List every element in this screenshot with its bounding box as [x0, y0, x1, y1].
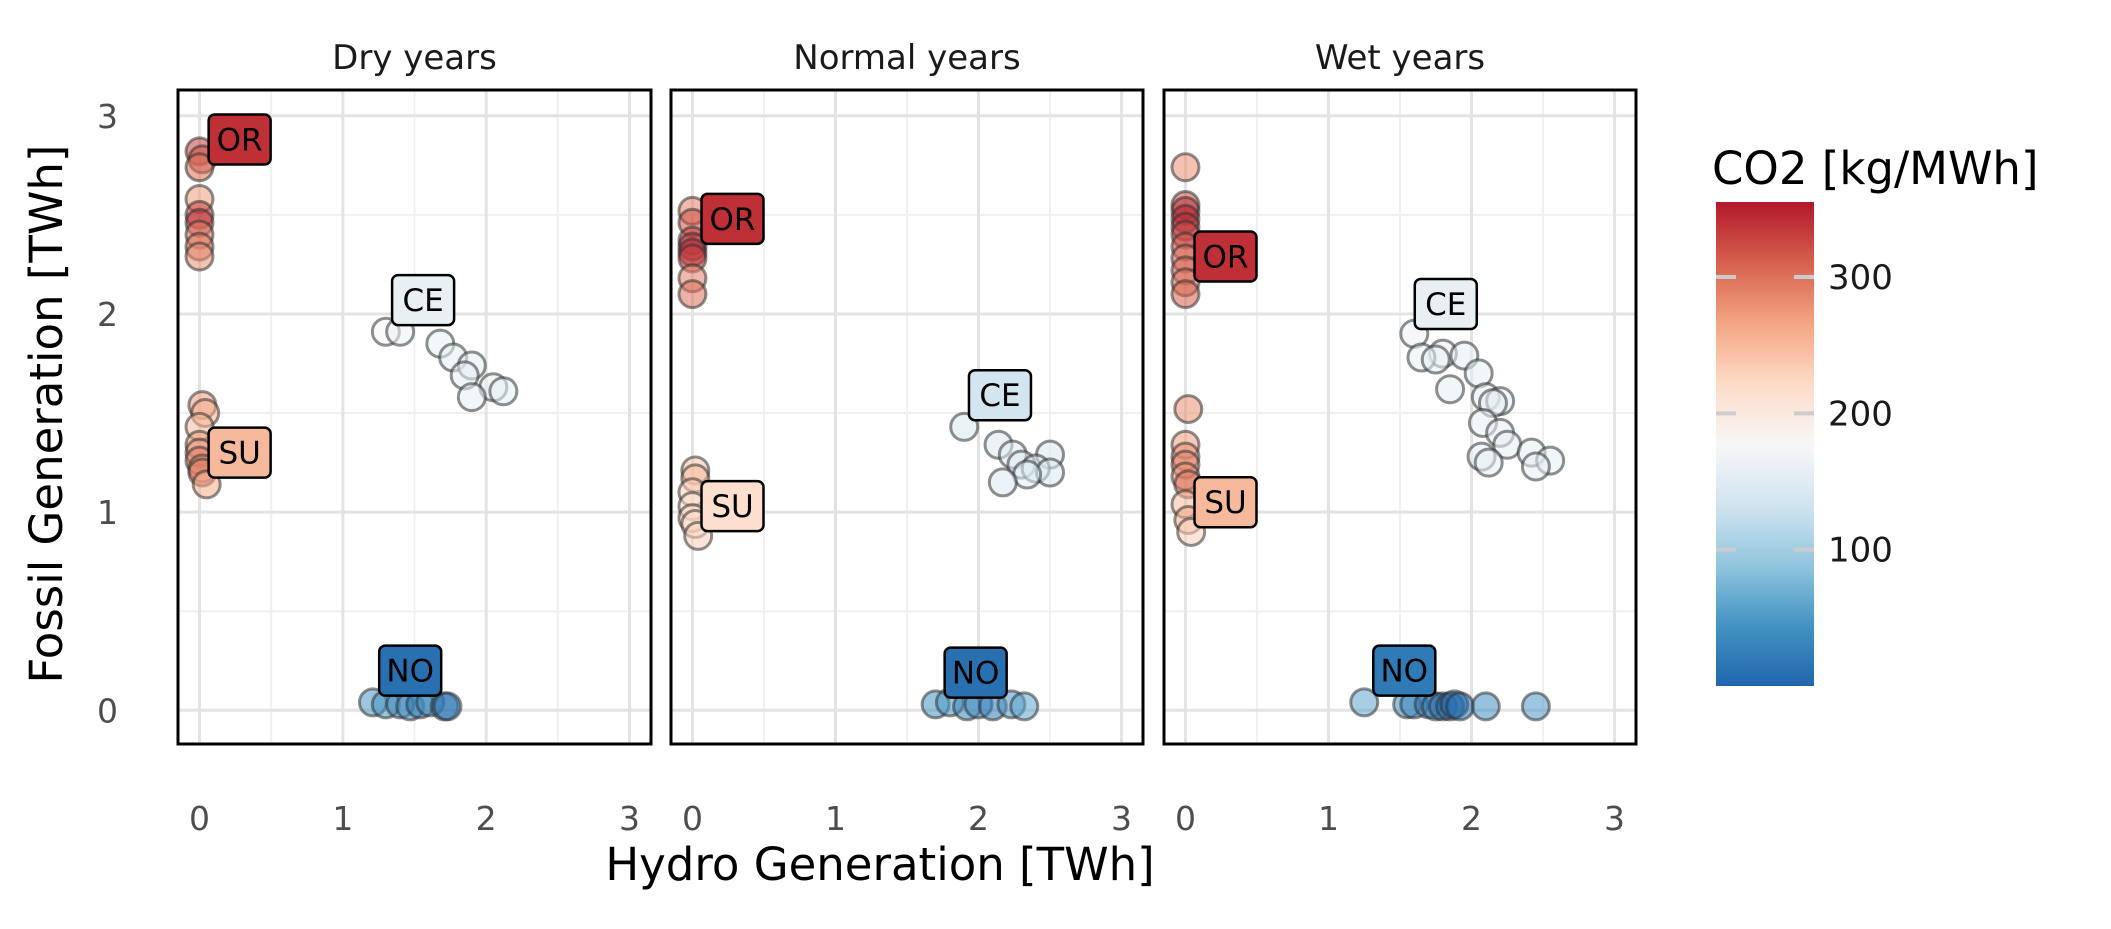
data-point: [488, 376, 519, 407]
x-tick-label: 2: [476, 799, 497, 838]
data-point: [1170, 279, 1201, 310]
x-tick-label: 2: [968, 799, 989, 838]
data-point: [1170, 152, 1201, 183]
region-label-text: NO: [952, 656, 1000, 692]
data-point: [1473, 447, 1504, 478]
region-label-text: OR: [217, 123, 263, 159]
data-point: [184, 152, 215, 183]
facet-panel: OR CE SU NO Normal years 0 1 2 3: [669, 38, 1145, 838]
region-label-box: [943, 646, 1008, 699]
facet-panel: OR CE SU NO Dry years 0 1 2 3: [176, 38, 653, 838]
y-tick-label: 0: [97, 691, 118, 730]
region-label-text: OR: [710, 202, 756, 238]
facet-strip-label: Wet years: [1315, 38, 1485, 78]
data-point: [1435, 374, 1466, 405]
data-point: [1470, 691, 1501, 722]
region-label: CE: [967, 368, 1033, 422]
region-label: NO: [377, 644, 443, 697]
region-label: OR: [700, 192, 765, 246]
data-point: [1445, 691, 1476, 722]
x-tick-label: 1: [332, 799, 353, 838]
region-label-text: NO: [1380, 654, 1428, 690]
region-label-box: [377, 644, 443, 697]
y-tick-label: 2: [97, 295, 118, 334]
x-tick-label: 1: [1318, 799, 1339, 838]
region-label-text: CE: [402, 283, 443, 319]
data-point: [456, 382, 487, 413]
axes: Hydro Generation [TWh] Fossil Generation…: [20, 145, 1155, 891]
colorbar-tick-label: 200: [1828, 394, 1893, 434]
x-tick-label: 3: [1111, 799, 1132, 838]
data-point: [432, 691, 463, 722]
panel-frame: [1162, 88, 1638, 746]
panel-frame: [176, 88, 653, 746]
region-label-text: SU: [218, 436, 260, 472]
x-tick-label: 1: [825, 799, 846, 838]
x-tick-label: 0: [1175, 799, 1196, 838]
legend-title: CO2 [kg/MWh]: [1712, 142, 2039, 195]
x-tick-label: 3: [619, 799, 640, 838]
region-label: NO: [1372, 644, 1437, 697]
x-tick-label: 3: [1604, 799, 1625, 838]
data-point: [677, 279, 708, 310]
data-point: [1349, 687, 1380, 718]
facet-panel: OR CE SU NO Wet years 0 1 2 3: [1162, 38, 1638, 838]
x-tick-label: 0: [189, 799, 210, 838]
x-tick-label: 0: [682, 799, 703, 838]
facet-strip-label: Dry years: [332, 38, 497, 78]
region-label: SU: [700, 479, 765, 533]
co2-colorbar-legend: CO2 [kg/MWh] 100 200 300: [1712, 142, 2039, 686]
panel-frame: [669, 88, 1145, 746]
region-label-box: [207, 426, 272, 479]
region-label-text: NO: [386, 654, 434, 690]
region-label-box: [1193, 475, 1258, 529]
x-axis-title: Hydro Generation [TWh]: [605, 838, 1154, 891]
data-point: [184, 241, 215, 272]
region-label-box: [967, 368, 1033, 422]
region-label: NO: [943, 646, 1008, 699]
region-label-text: CE: [979, 378, 1020, 414]
region-label-box: [207, 113, 272, 166]
y-tick-label: 1: [97, 493, 118, 532]
region-label: CE: [1413, 277, 1479, 331]
colorbar: [1716, 202, 1814, 686]
data-point: [1173, 394, 1204, 425]
region-label: OR: [1193, 230, 1258, 283]
data-point: [1420, 344, 1451, 375]
region-label-box: [390, 273, 456, 327]
data-point: [987, 467, 1018, 498]
region-label: SU: [207, 426, 272, 479]
region-label-box: [1372, 644, 1437, 697]
colorbar-tick-label: 100: [1828, 531, 1893, 571]
region-label-text: SU: [1204, 485, 1246, 521]
region-label-box: [700, 479, 765, 533]
data-point: [1009, 691, 1040, 722]
region-label: SU: [1193, 475, 1258, 529]
region-label-box: [1193, 230, 1258, 283]
y-axis-title: Fossil Generation [TWh]: [20, 145, 73, 684]
region-label-text: OR: [1203, 239, 1249, 275]
facet-panels: OR CE SU NO Dry years 0 1 2 3 0 1 2 3 OR CE SU NO Normal …: [97, 38, 1638, 838]
region-label: CE: [390, 273, 456, 327]
data-point: [1520, 451, 1551, 482]
region-label-text: CE: [1425, 287, 1466, 323]
region-label-box: [700, 192, 765, 246]
colorbar-tick-label: 300: [1828, 258, 1893, 298]
y-tick-label: 3: [97, 97, 118, 136]
facet-strip-label: Normal years: [793, 38, 1020, 78]
region-label-text: SU: [711, 489, 753, 525]
x-tick-label: 2: [1461, 799, 1482, 838]
data-point: [1520, 691, 1551, 722]
region-label: OR: [207, 113, 272, 166]
region-label-box: [1413, 277, 1479, 331]
